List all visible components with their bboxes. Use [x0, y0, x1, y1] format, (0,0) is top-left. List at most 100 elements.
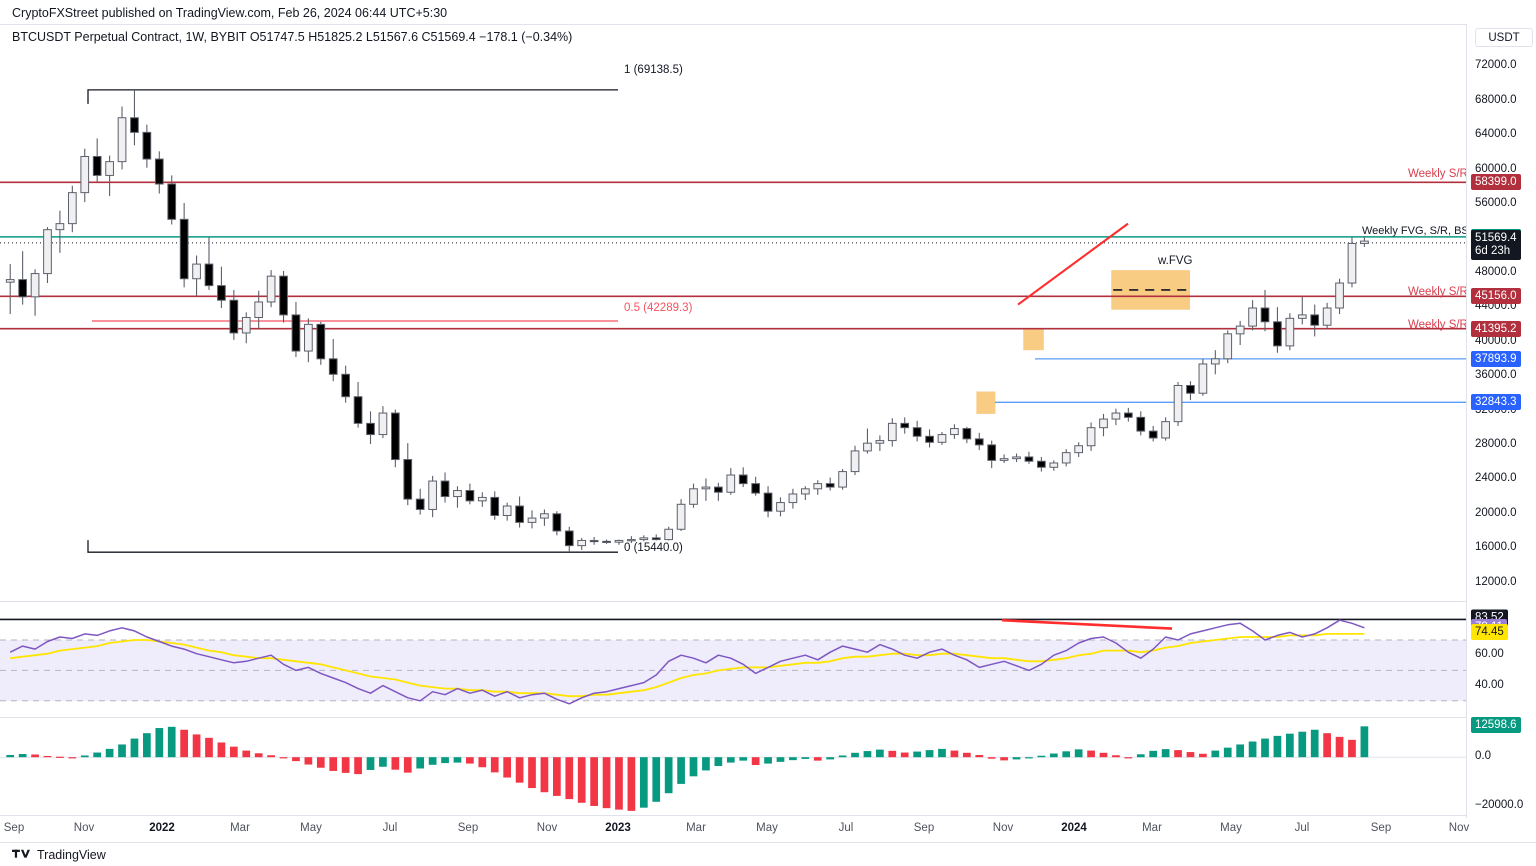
- macd-histogram-bar: [143, 733, 151, 758]
- candlestick: [1049, 462, 1059, 468]
- candlestick: [130, 117, 139, 133]
- time-axis-label: May: [1220, 822, 1242, 834]
- price-tick-label: 20000.0: [1475, 506, 1517, 519]
- candlestick: [477, 496, 487, 502]
- price-badge[interactable]: 58399.0: [1471, 174, 1521, 191]
- macd-histogram-bar: [503, 757, 512, 778]
- macd-histogram-bar: [1298, 731, 1307, 758]
- macd-histogram-bar: [304, 757, 313, 765]
- macd-histogram-bar: [329, 757, 338, 771]
- price-tick-label: 24000.0: [1475, 472, 1517, 485]
- macd-histogram-bar: [192, 734, 201, 758]
- candlestick: [80, 155, 90, 194]
- candlestick: [1335, 282, 1344, 309]
- candlestick: [192, 263, 201, 280]
- macd-tick-label: 0.0: [1475, 750, 1491, 763]
- price-badge[interactable]: 32843.3: [1471, 394, 1521, 411]
- candlestick: [602, 540, 611, 544]
- macd-histogram-bar: [254, 753, 263, 758]
- macd-histogram-bar: [528, 757, 536, 789]
- time-axis[interactable]: Sep Nov 2022 Mar May Jul Sep Nov 2023 Mar May Jul Se…: [0, 815, 1469, 842]
- candlestick: [515, 505, 524, 523]
- macd-histogram-bar: [962, 752, 971, 758]
- rsi-pane[interactable]: [0, 601, 1466, 715]
- rsi-badge[interactable]: 74.45: [1471, 624, 1508, 641]
- candlestick: [1285, 317, 1295, 347]
- macd-histogram-bar: [726, 757, 735, 763]
- tradingview-logo-icon: [12, 849, 30, 858]
- macd-histogram-bar: [652, 757, 661, 802]
- macd-histogram-bar: [577, 757, 586, 803]
- rsi-line: [9, 619, 1365, 705]
- candlestick: [1223, 333, 1233, 360]
- candlestick: [714, 486, 723, 493]
- candlestick: [341, 373, 351, 398]
- candlestick: [937, 434, 947, 443]
- candlestick: [167, 183, 177, 220]
- candlestick: [651, 537, 661, 541]
- macd-histogram-bar: [1149, 750, 1158, 758]
- weekly-sr-mid-label: Weekly S/R: [1408, 286, 1468, 298]
- macd-histogram-bar: [689, 757, 698, 777]
- macd-histogram-bar: [354, 757, 362, 775]
- wfvg-label: w.FVG: [1158, 255, 1193, 267]
- candlestick: [850, 450, 860, 473]
- macd-histogram-bar: [615, 757, 623, 810]
- macd-histogram-bar: [1087, 750, 1095, 758]
- macd-histogram-bar: [316, 757, 325, 768]
- footer: TradingView: [0, 842, 1536, 866]
- macd-histogram-bar: [1112, 755, 1120, 758]
- weekly-fvg-label: Weekly FVG, S/R, BSL: [1362, 225, 1475, 237]
- rsi-chart-svg: [0, 618, 1466, 705]
- candlestick: [912, 427, 922, 437]
- macd-histogram-bar: [1286, 733, 1294, 758]
- price-badge[interactable]: 45156.0: [1471, 288, 1521, 305]
- macd-chart-svg: [0, 726, 1466, 811]
- macd-histogram-bar: [1248, 741, 1257, 758]
- macd-histogram-bar: [1236, 744, 1245, 758]
- price-tick-label: 16000.0: [1475, 541, 1517, 554]
- macd-histogram-bar: [888, 750, 897, 758]
- price-badge[interactable]: 51569.4 6d 23h: [1471, 230, 1521, 261]
- macd-histogram-bar: [925, 750, 934, 758]
- macd-pane[interactable]: [0, 717, 1466, 815]
- candlestick: [627, 539, 636, 542]
- time-axis-label: Mar: [686, 822, 706, 834]
- macd-histogram-bar: [1273, 735, 1282, 758]
- macd-histogram-bar: [1199, 753, 1207, 758]
- symbol-legend[interactable]: BTCUSDT Perpetual Contract, 1W, BYBIT O5…: [12, 30, 573, 44]
- macd-histogram-bar: [205, 737, 213, 758]
- macd-histogram-bar: [68, 757, 77, 759]
- macd-histogram-bar: [1261, 738, 1269, 758]
- candlestick: [1173, 384, 1183, 423]
- macd-histogram-bar: [56, 756, 64, 758]
- macd-histogram-bar: [1124, 757, 1133, 759]
- candlestick: [217, 285, 226, 301]
- candlestick: [204, 263, 214, 287]
- candlestick: [639, 537, 649, 541]
- candlestick: [962, 428, 972, 440]
- macd-histogram-bar: [863, 751, 872, 758]
- candlestick: [1111, 412, 1121, 420]
- candlestick: [1086, 427, 1096, 447]
- price-scale[interactable]: USDT 72000.0 68000.0 64000.0 60000.0 56000.0…: [1466, 24, 1536, 818]
- candlestick: [502, 505, 512, 516]
- price-badge[interactable]: 41395.2: [1471, 320, 1521, 337]
- candlestick: [1024, 456, 1034, 462]
- price-badge[interactable]: 37893.9: [1471, 350, 1521, 367]
- candlestick: [254, 301, 264, 318]
- macd-badge[interactable]: 12598.6: [1471, 717, 1521, 734]
- candlestick: [1322, 307, 1332, 326]
- candlestick: [390, 412, 400, 461]
- macd-histogram-bar: [453, 757, 462, 763]
- candlestick: [564, 530, 574, 547]
- candlestick: [540, 513, 549, 519]
- macd-histogram-bar: [1136, 754, 1145, 758]
- macd-histogram-bar: [341, 757, 350, 773]
- rsi-tick-label: 40.00: [1475, 678, 1504, 691]
- candlestick: [366, 422, 375, 436]
- macd-histogram-bar: [565, 757, 574, 800]
- candlestick: [577, 539, 587, 547]
- price-pane[interactable]: [0, 48, 1466, 599]
